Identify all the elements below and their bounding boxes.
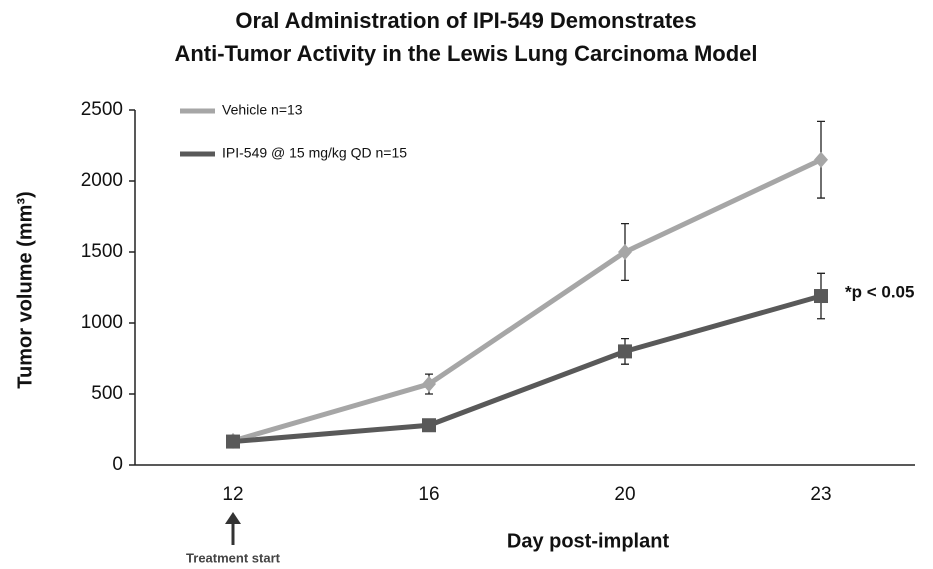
x-tick-label: 12 — [222, 484, 243, 505]
point — [226, 434, 240, 449]
treatment-note: Treatment start — [186, 550, 281, 565]
x-tick-label: 20 — [614, 484, 635, 505]
point — [618, 244, 632, 260]
arrow-head — [225, 512, 241, 524]
y-axis-label: Tumor volume (mm³) — [14, 191, 36, 388]
legend-label: IPI-549 @ 15 mg/kg QD n=15 — [222, 145, 407, 161]
point — [422, 376, 436, 393]
chart-title: Oral Administration of IPI-549 Demonstra… — [235, 8, 696, 33]
series-line — [232, 157, 823, 444]
y-tick-label: 2000 — [81, 170, 123, 191]
point — [814, 289, 828, 304]
significance-note: *p < 0.05 — [845, 282, 914, 301]
legend-label: Vehicle n=13 — [222, 102, 303, 118]
y-tick-label: 500 — [91, 383, 123, 404]
y-tick-label: 1000 — [81, 312, 123, 333]
point — [814, 151, 828, 168]
series-line — [232, 293, 822, 445]
point — [618, 344, 632, 359]
point — [422, 418, 436, 433]
y-tick-label: 2500 — [81, 99, 123, 120]
x-tick-label: 16 — [418, 484, 439, 505]
x-axis-label: Day post-implant — [507, 530, 670, 552]
y-tick-label: 0 — [112, 454, 123, 475]
x-tick-label: 23 — [810, 484, 831, 505]
y-tick-label: 1500 — [81, 241, 123, 262]
chart-title: Anti-Tumor Activity in the Lewis Lung Ca… — [174, 41, 757, 66]
